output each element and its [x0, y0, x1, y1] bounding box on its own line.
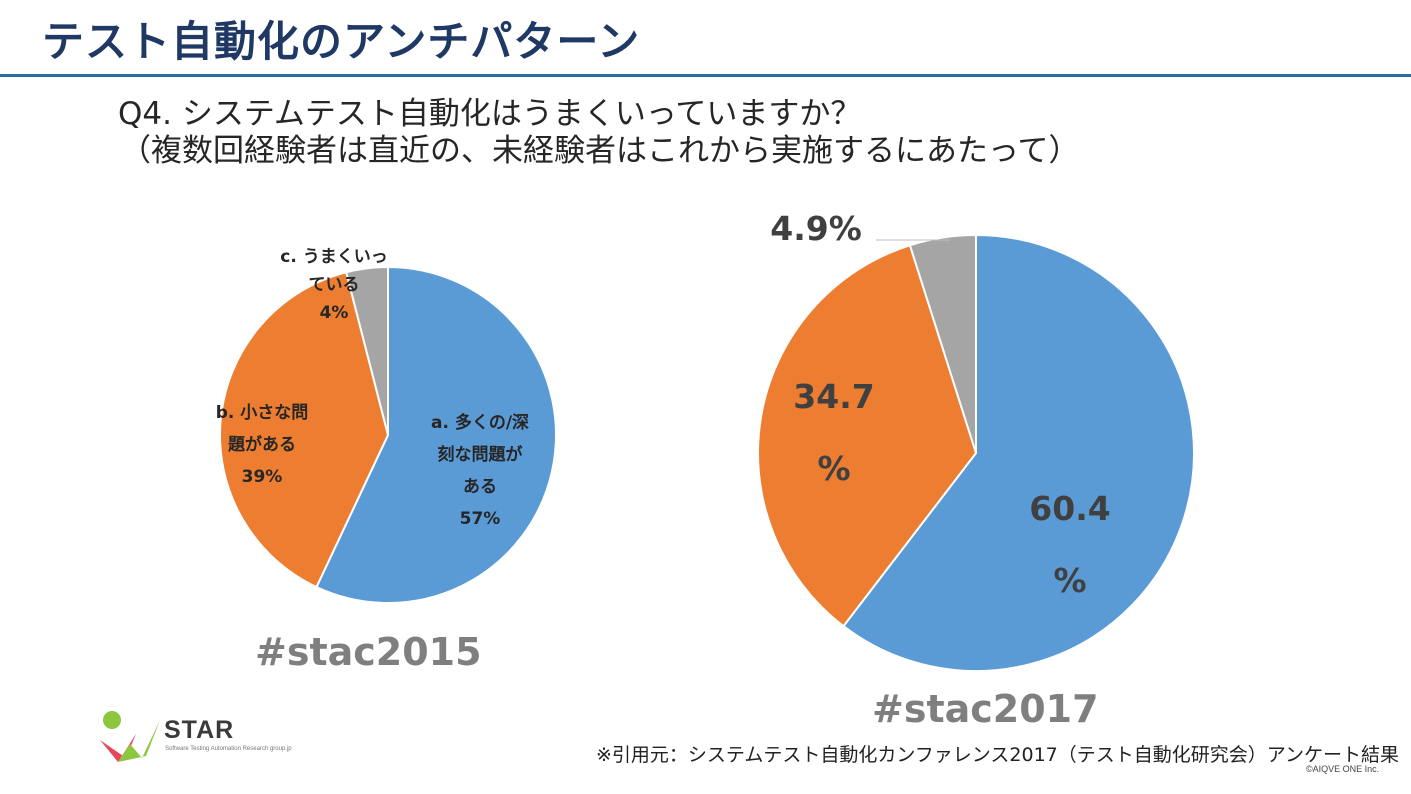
- pie2015-category-label-2-1: ている: [309, 275, 360, 295]
- logo-subtitle: Software Testing Automation Research gro…: [165, 746, 292, 752]
- pie2015-category-label-1-0: b. 小さな問: [216, 403, 309, 423]
- pie2015-slice-2: [345, 265, 389, 436]
- pie2015-category-label-0-0: a. 多くの/深: [431, 412, 529, 433]
- pie2017-value-label-2-0: 4.9%: [770, 209, 862, 248]
- question-line-2: （複数回経験者は直近の、未経験者はこれから実施するにあたって）: [120, 133, 1080, 169]
- pie2015-category-label-2-0: c. うまくいっ: [280, 247, 387, 267]
- chart-title-2015: #stac2015: [255, 630, 482, 674]
- pie2017-value-label-0-1: %: [1053, 561, 1086, 600]
- chart-title-2017: #stac2017: [872, 687, 1099, 731]
- star-logo-icon: [100, 711, 160, 762]
- pie2017-value-label-1-1: %: [817, 449, 850, 488]
- pie2017-slice-1: [757, 243, 978, 628]
- pie2015-category-label-0-2: ある: [463, 477, 497, 497]
- pie2015-value-label-2: 4%: [320, 303, 349, 323]
- slide-title: テスト自動化のアンチパターン: [42, 17, 641, 66]
- pie2017-slice-0: [842, 233, 1195, 672]
- pie2017-slice-2: [908, 233, 977, 454]
- logo-text: STAR: [164, 716, 235, 744]
- pie2015-category-label-1-1: 題がある: [228, 434, 296, 455]
- pie2015-value-label-1: 39%: [242, 467, 283, 487]
- pie2015-slice-0: [315, 265, 557, 604]
- question-line-1: Q4. システムテスト自動化はうまくいっていますか？: [118, 96, 862, 132]
- pie2015-slice-1: [219, 271, 390, 589]
- pie2017-value-label-1-0: 34.7: [793, 377, 874, 416]
- pie2015-category-label-0-1: 刻な問題が: [438, 444, 523, 465]
- pie2017-value-label-0-0: 60.4: [1029, 489, 1110, 528]
- pie2015-value-label-0: 57%: [460, 509, 501, 529]
- pie-chart-2017: 60.4% 34.7% 4.9%: [757, 209, 1195, 672]
- source-note: ※引用元：システムテスト自動化カンファレンス2017（テスト自動化研究会）アンケ…: [596, 744, 1399, 766]
- copyright: ©AIQVE ONE Inc.: [1306, 764, 1380, 774]
- title-divider: [0, 74, 1411, 77]
